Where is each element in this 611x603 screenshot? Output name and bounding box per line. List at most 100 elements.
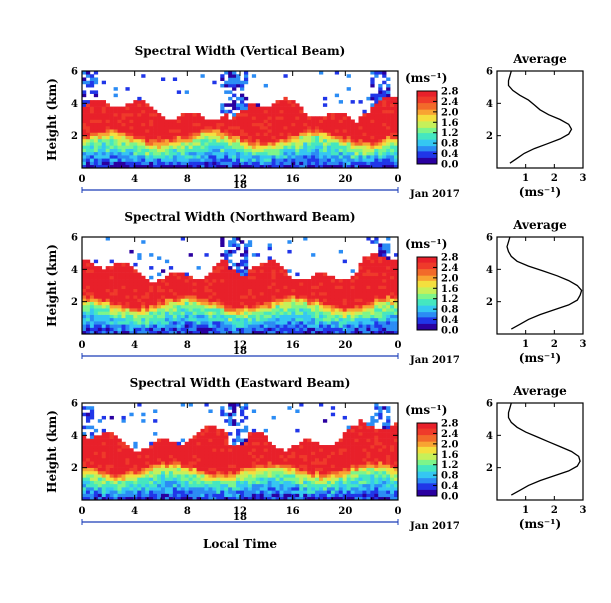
x-tick-label: 20: [338, 340, 352, 351]
heatmap-field: [82, 403, 398, 500]
colorbar-tick-label: 1.6: [441, 450, 458, 461]
colorbar-unit: (ms⁻¹): [405, 71, 447, 85]
inset-y-tick-label: 4: [486, 431, 493, 442]
colorbar-tick-label: 2.0: [441, 273, 458, 284]
inset-x-tick-label: 1: [522, 505, 529, 516]
y-tick-label: 6: [71, 399, 78, 410]
inset-x-tick-label: 2: [551, 173, 558, 184]
colorbar-tick-label: 0.8: [441, 305, 458, 316]
x-tick-label: 0: [395, 506, 402, 517]
colorbar-tick-label: 0.8: [441, 139, 458, 150]
colorbar-tick-label: 1.6: [441, 284, 458, 295]
chart-title: Spectral Width (Vertical Beam): [135, 44, 346, 58]
inset-xlabel: (ms⁻¹): [519, 351, 561, 365]
colorbar-tick-label: 2.8: [441, 87, 458, 98]
common-xlabel: Local Time: [203, 537, 277, 551]
chart-title: Spectral Width (Northward Beam): [124, 210, 355, 224]
x-tick-label: 0: [395, 340, 402, 351]
date-label: Jan 2017: [409, 189, 460, 200]
x-tick-label: 0: [79, 340, 86, 351]
inset-x-tick-label: 1: [522, 339, 529, 350]
inset-x-tick-label: 2: [551, 505, 558, 516]
inset-y-tick-label: 2: [486, 463, 493, 474]
date-day-label: 18: [233, 180, 247, 191]
inset-title: Average: [512, 384, 567, 398]
date-day-label: 18: [233, 346, 247, 357]
x-tick-label: 20: [338, 506, 352, 517]
inset-title: Average: [512, 52, 567, 66]
y-tick-label: 2: [71, 297, 78, 308]
inset-profile-line: [507, 237, 582, 329]
x-tick-label: 8: [184, 506, 191, 517]
inset-y-tick-label: 6: [486, 67, 493, 78]
colorbar-tick-label: 2.4: [441, 429, 458, 440]
y-tick-label: 6: [71, 233, 78, 244]
x-tick-label: 4: [131, 506, 138, 517]
x-tick-label: 16: [286, 506, 300, 517]
heatmap-field: [82, 237, 398, 334]
x-tick-label: 0: [79, 506, 86, 517]
inset-y-tick-label: 6: [486, 399, 493, 410]
inset-frame: [497, 71, 583, 168]
y-axis-label: Height (km): [45, 78, 59, 161]
colorbar-unit: (ms⁻¹): [405, 403, 447, 417]
colorbar-tick-label: 1.6: [441, 118, 458, 129]
x-tick-label: 20: [338, 174, 352, 185]
x-tick-label: 16: [286, 340, 300, 351]
colorbar-tick-label: 2.0: [441, 107, 458, 118]
y-tick-label: 2: [71, 131, 78, 142]
heatmap-field: [82, 71, 398, 168]
inset-x-tick-label: 3: [580, 339, 587, 350]
x-tick-label: 8: [184, 174, 191, 185]
colorbar-tick-label: 2.0: [441, 439, 458, 450]
y-axis-label: Height (km): [45, 244, 59, 327]
y-tick-label: 6: [71, 67, 78, 78]
colorbar-tick-label: 0.0: [441, 326, 458, 337]
inset-y-tick-label: 4: [486, 265, 493, 276]
date-label: Jan 2017: [409, 521, 460, 532]
inset-y-tick-label: 6: [486, 233, 493, 244]
inset-y-tick-label: 4: [486, 99, 493, 110]
inset-x-tick-label: 2: [551, 339, 558, 350]
inset-profile-line: [509, 71, 572, 163]
colorbar-tick-label: 1.2: [441, 128, 458, 139]
x-tick-label: 0: [395, 174, 402, 185]
y-tick-label: 4: [71, 431, 78, 442]
x-tick-label: 4: [131, 340, 138, 351]
inset-title: Average: [512, 218, 567, 232]
colorbar-unit: (ms⁻¹): [405, 237, 447, 251]
date-label: Jan 2017: [409, 355, 460, 366]
colorbar-tick-label: 0.4: [441, 481, 458, 492]
chart-title: Spectral Width (Eastward Beam): [130, 376, 351, 390]
x-tick-label: 16: [286, 174, 300, 185]
inset-x-tick-label: 3: [580, 173, 587, 184]
colorbar-tick-label: 0.4: [441, 149, 458, 160]
inset-xlabel: (ms⁻¹): [519, 517, 561, 531]
inset-x-tick-label: 3: [580, 505, 587, 516]
colorbar-tick-label: 2.8: [441, 419, 458, 430]
y-tick-label: 2: [71, 463, 78, 474]
y-tick-label: 4: [71, 265, 78, 276]
x-tick-label: 4: [131, 174, 138, 185]
inset-y-tick-label: 2: [486, 297, 493, 308]
y-tick-label: 4: [71, 99, 78, 110]
inset-xlabel: (ms⁻¹): [519, 185, 561, 199]
colorbar-tick-label: 1.2: [441, 294, 458, 305]
inset-frame: [497, 237, 583, 334]
y-axis-label: Height (km): [45, 410, 59, 493]
inset-y-tick-label: 2: [486, 131, 493, 142]
inset-x-tick-label: 1: [522, 173, 529, 184]
colorbar-tick-label: 1.2: [441, 460, 458, 471]
colorbar-tick-label: 2.4: [441, 97, 458, 108]
colorbar-tick-label: 2.4: [441, 263, 458, 274]
x-tick-label: 8: [184, 340, 191, 351]
colorbar-tick-label: 0.8: [441, 471, 458, 482]
colorbar-tick-label: 2.8: [441, 253, 458, 264]
x-tick-label: 0: [79, 174, 86, 185]
colorbar-tick-label: 0.0: [441, 492, 458, 503]
colorbar-tick-label: 0.4: [441, 315, 458, 326]
